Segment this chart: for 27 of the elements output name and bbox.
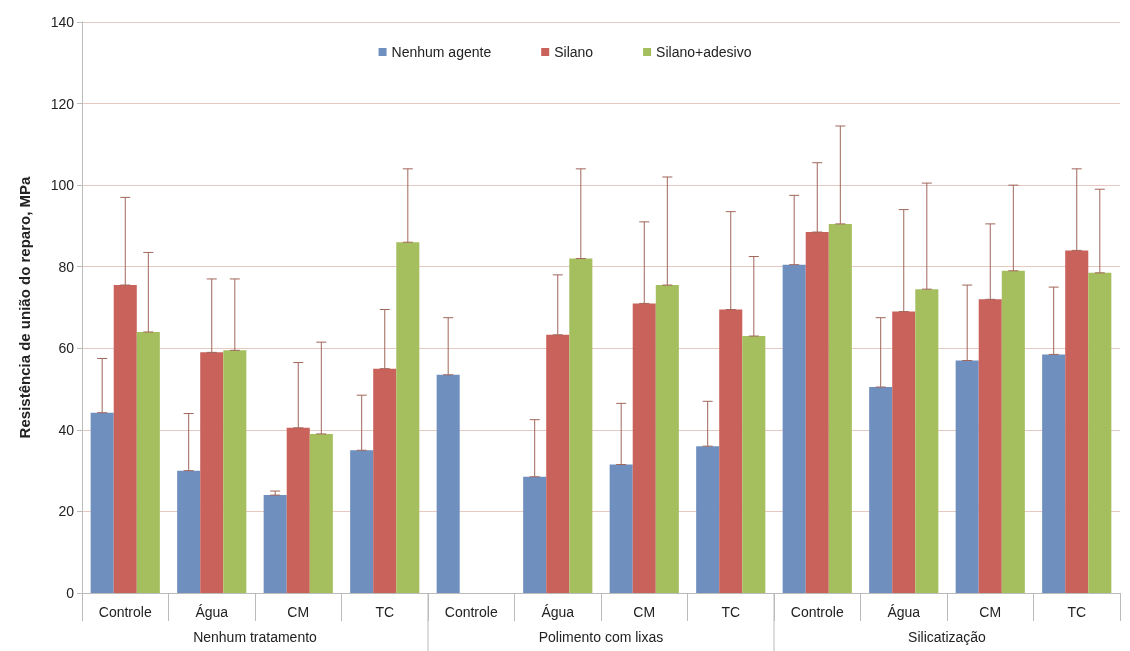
x-tick-label: TC [1067, 604, 1087, 620]
x-tick-label: CM [633, 604, 656, 620]
y-axis-title: Resistência de união do reparo, MPa [16, 175, 33, 439]
x-tick-label: Água [541, 604, 575, 620]
y-tick-label: 40 [58, 421, 75, 438]
x-tick-label: CM [979, 604, 1002, 620]
x-tick-label: TC [721, 604, 741, 620]
x-tick-label: CM [287, 604, 310, 620]
x-tick-label: Água [195, 604, 229, 620]
text: Silicatização [908, 629, 987, 645]
text: Nenhum tratamento [193, 629, 318, 645]
x-tick-label: Água [887, 604, 921, 620]
legend-label: Nenhum agente [391, 44, 492, 60]
y-tick-label: 80 [58, 258, 75, 275]
text: Polimento com lixas [538, 629, 664, 645]
y-tick-label: 140 [50, 14, 75, 30]
x-tick-label: Controle [790, 604, 844, 620]
legend-label: Silano+adesivo [656, 44, 752, 60]
y-tick-label: 0 [66, 585, 75, 601]
x-tick-label: Controle [444, 604, 498, 620]
y-tick-label: 60 [58, 340, 75, 357]
x-tick-label: TC [375, 604, 395, 620]
legend-label: Silano [554, 44, 594, 60]
y-tick-label: 20 [58, 503, 75, 520]
x-tick-label: Controle [98, 604, 152, 620]
y-tick-label: 100 [50, 177, 75, 194]
y-tick-label: 120 [50, 95, 75, 112]
